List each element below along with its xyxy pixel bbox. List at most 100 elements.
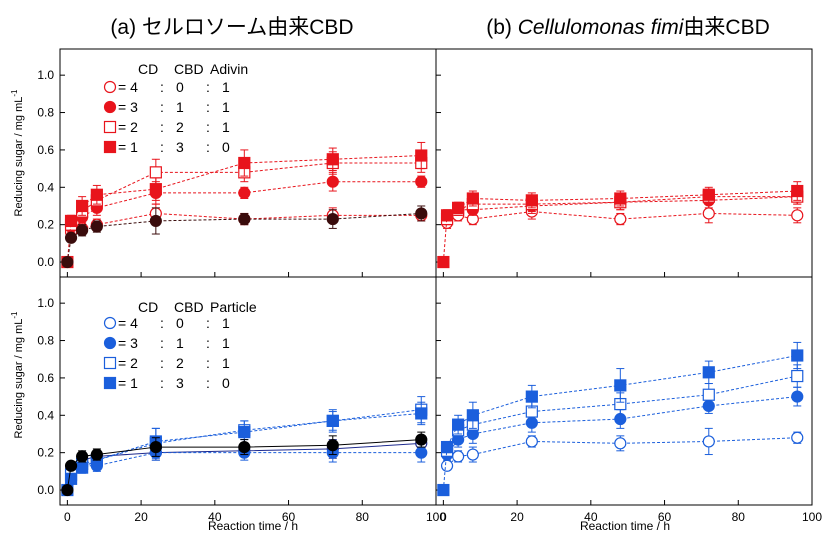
legend-row-2-cell-1: : (160, 119, 164, 135)
data-point (442, 210, 453, 221)
data-point (792, 432, 803, 443)
data-point (66, 215, 77, 226)
data-point (62, 257, 73, 268)
legend-row-3-cell-0: = 1 (118, 139, 138, 155)
data-point (77, 200, 88, 211)
legend-bottom-header-cd: CD (138, 299, 158, 315)
data-point (442, 442, 453, 453)
legend-row-2-cell-3: : (206, 355, 210, 371)
data-point (792, 391, 803, 402)
data-point (467, 449, 478, 460)
panel-bottom-right: 0 20 40 60 80 100 (436, 277, 822, 524)
legend-marker-0 (105, 82, 116, 93)
data-point (792, 210, 803, 221)
ytick-label-0: 0.0 (37, 483, 54, 497)
ytick-label-0: 0.0 (37, 255, 54, 269)
xtick-label-0: 0 (64, 510, 71, 524)
data-point (239, 427, 250, 438)
data-point (66, 232, 77, 243)
series-control (62, 432, 427, 495)
ylabel-top: Reducing sugar / mg mL-1 (10, 89, 25, 217)
data-point (91, 189, 102, 200)
xtick-label-1: 20 (510, 510, 524, 524)
legend-marker-1 (105, 338, 116, 349)
legend-row-2-cell-2: 2 (176, 355, 184, 371)
legend-row-3-cell-4: 0 (222, 139, 230, 155)
legend-top: CD CBD Adivin = 4:0:1= 3:1:1= 2:2:1= 1:3… (105, 61, 249, 155)
title-right: (b) Cellulomonas fimi由来CBD (486, 16, 770, 39)
data-point (416, 176, 427, 187)
xtick-label-1: 20 (134, 510, 148, 524)
legend-row-2-cell-2: 2 (176, 119, 184, 135)
legend-marker-3 (105, 142, 116, 153)
data-point (526, 436, 537, 447)
series-2-2-1 (66, 397, 427, 481)
legend-row-3-cell-0: = 1 (118, 375, 138, 391)
legend-row-0-cell-4: 1 (222, 315, 230, 331)
data-point (792, 186, 803, 197)
ytick-label-1: 0.2 (37, 218, 54, 232)
ylabel-bottom-text: Reducing sugar / mg mL (13, 319, 25, 439)
data-point (327, 214, 338, 225)
legend-marker-0 (105, 318, 116, 329)
data-point (615, 193, 626, 204)
xtick-label-3: 60 (658, 510, 672, 524)
xtick-label-4: 80 (356, 510, 370, 524)
legend-row-2-cell-4: 1 (222, 355, 230, 371)
data-point (239, 214, 250, 225)
data-point (239, 158, 250, 169)
xtick-label-4: 80 (732, 510, 746, 524)
legend-top-header-cbd: CBD (174, 61, 204, 77)
xtick-label-0: 0 (440, 510, 447, 524)
data-point (467, 193, 478, 204)
xtick-label-3: 60 (282, 510, 296, 524)
data-point (438, 257, 449, 268)
data-point (453, 202, 464, 213)
data-point (467, 410, 478, 421)
data-point (442, 460, 453, 471)
data-point (150, 167, 161, 178)
panel-top-left: 0.0 0.2 0.4 0.6 0.8 1.0 (37, 49, 436, 277)
series-4-0-1 (442, 428, 803, 471)
data-point (703, 189, 714, 200)
legend-row-2-cell-0: = 2 (118, 119, 138, 135)
data-point (615, 438, 626, 449)
data-point (239, 187, 250, 198)
ytick-label-4: 0.8 (37, 106, 54, 120)
legend-row-0-cell-3: : (206, 79, 210, 95)
panel-frame-top-right (436, 49, 812, 277)
legend-row-1-cell-0: = 3 (118, 99, 138, 115)
data-point (150, 184, 161, 195)
legend-row-3-cell-3: : (206, 375, 210, 391)
legend-row-0-cell-0: = 4 (118, 315, 138, 331)
legend-row-3-cell-1: : (160, 375, 164, 391)
series-1-3-0 (62, 142, 427, 267)
legend-row-2-cell-0: = 2 (118, 355, 138, 371)
title-right-prefix: (b) (486, 16, 518, 39)
legend-row-3-cell-3: : (206, 139, 210, 155)
data-point (416, 434, 427, 445)
ytick-label-3: 0.6 (37, 143, 54, 157)
ylabel-top-sup: -1 (10, 89, 19, 97)
legend-row-1-cell-4: 1 (222, 335, 230, 351)
data-point (327, 440, 338, 451)
legend-top-header-third: Adivin (210, 61, 248, 77)
data-point (327, 176, 338, 187)
ylabel-top-text: Reducing sugar / mg mL (13, 97, 25, 217)
legend-row-3-cell-2: 3 (176, 139, 184, 155)
data-point (703, 367, 714, 378)
legend-bottom-rows: = 4:0:1= 3:1:1= 2:2:1= 1:3:0 (105, 315, 231, 391)
legend-row-0-cell-4: 1 (222, 79, 230, 95)
data-point (453, 451, 464, 462)
data-point (792, 371, 803, 382)
legend-marker-2 (105, 358, 116, 369)
legend-bottom-header-cbd: CBD (174, 299, 204, 315)
legend-row-1-cell-2: 1 (176, 335, 184, 351)
legend-row-0-cell-2: 0 (176, 79, 184, 95)
data-point (62, 485, 73, 496)
data-point (150, 442, 161, 453)
legend-row-1-cell-2: 1 (176, 99, 184, 115)
legend-row-3-cell-4: 0 (222, 375, 230, 391)
xtick-label-5: 100 (802, 510, 822, 524)
data-point (526, 195, 537, 206)
